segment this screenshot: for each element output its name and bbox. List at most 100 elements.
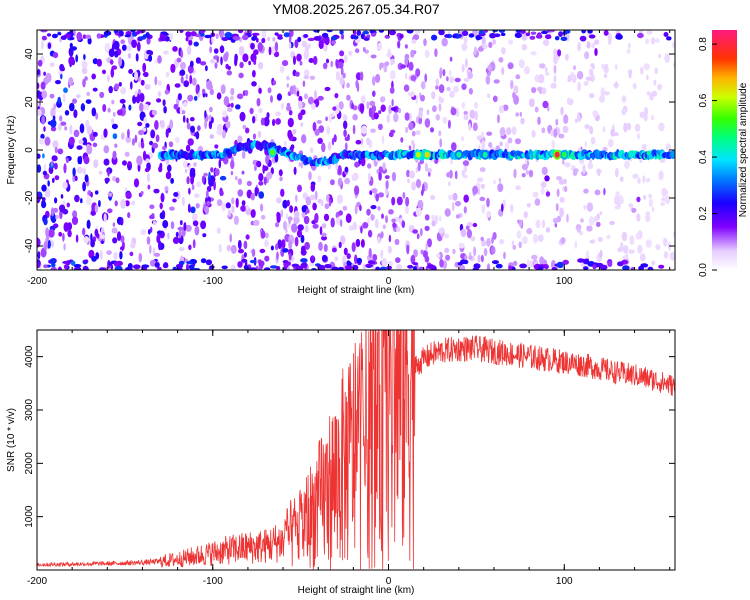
spectrogram-noise-cell (355, 79, 359, 89)
colorbar-ticks: 0.0 0.2 0.4 0.6 0.8 (698, 37, 717, 277)
spectrogram-noise-cell (37, 69, 40, 76)
spectrogram-noise-cell (187, 203, 191, 213)
spectrogram-noise-cell (182, 101, 188, 108)
spectrogram-noise-cell (473, 101, 479, 109)
spectrogram-noise-cell (486, 197, 490, 208)
spectrogram-noise-cell (111, 123, 118, 130)
spectrogram-noise-cell (52, 140, 59, 149)
spectrogram-noise-cell (463, 77, 470, 82)
spectrogram-noise-cell (79, 123, 85, 134)
spectrogram-edge-cell (134, 31, 140, 35)
spectrogram-edge-cell (114, 265, 123, 270)
spectrogram-noise-cell (460, 228, 467, 238)
spectrogram-edge-cell (492, 260, 499, 265)
spectrogram-noise-cell (106, 250, 112, 256)
spectrogram-noise-cell (435, 85, 439, 90)
spectrogram-noise-cell (658, 53, 661, 59)
spectrogram-noise-cell (193, 162, 197, 167)
spectrogram-noise-cell (642, 175, 646, 184)
spectrogram-edge-cell (362, 30, 370, 35)
spectrogram-noise-cell (85, 34, 92, 39)
spectrogram-noise-cell (186, 122, 191, 130)
spectrogram-noise-cell (287, 129, 293, 139)
spectrogram-edge-cell (164, 36, 170, 42)
spectrogram-edge-cell (324, 264, 332, 269)
spectrogram-edge-cell (607, 261, 613, 267)
spectrogram-noise-cell (187, 138, 194, 146)
spectrogram-noise-cell (235, 104, 241, 110)
spectrogram-noise-cell (614, 64, 618, 70)
spectrogram-noise-cell (385, 215, 388, 224)
spectrogram-edge-cell (221, 265, 228, 270)
spectrogram-noise-cell (458, 242, 465, 249)
spectrogram-edge-cell (640, 263, 649, 268)
spectrogram-x-ticks: -200 -100 0 100 (27, 30, 671, 287)
spectrogram-noise-cell (253, 133, 256, 140)
spectrogram-noise-cell (124, 187, 128, 193)
spectrogram-noise-cell (526, 227, 533, 235)
snr-y-ticks: 1000 2000 3000 4000 (24, 345, 675, 528)
spectrogram-edge-cell (200, 32, 205, 37)
spectrogram-noise-cell (121, 44, 127, 51)
spectrogram-noise-cell (44, 136, 51, 146)
spectrogram-edge-cell (238, 30, 244, 34)
spectrogram-noise-cell (540, 187, 545, 195)
spectrogram-noise-cell (360, 138, 364, 146)
spectrogram-edge-cell (175, 263, 184, 269)
spectrogram-noise-cell (40, 247, 47, 258)
spectrogram-noise-cell (149, 259, 157, 267)
spectrogram-noise-cell (94, 190, 99, 195)
spectrogram-edge-cell (663, 32, 669, 37)
spectrogram-noise-cell (567, 74, 572, 83)
spectrogram-noise-cell (242, 53, 249, 63)
spectrogram-noise-cell (640, 66, 644, 75)
spectrogram-noise-cell (479, 167, 486, 173)
spectrogram-noise-cell (237, 261, 243, 268)
spectrogram-noise-cell (303, 215, 310, 225)
spectrogram-noise-cell (499, 127, 506, 137)
spectrogram-noise-cell (434, 214, 438, 224)
spectrogram-noise-cell (400, 64, 406, 69)
spectrogram-noise-cell (264, 255, 270, 262)
spectrogram-noise-cell (72, 98, 77, 104)
spectrogram-noise-cell (499, 141, 503, 147)
spectrogram-edge-cell (321, 32, 329, 39)
spectrogram-noise-cell (301, 134, 307, 144)
spectrogram-noise-cell (368, 107, 373, 118)
spectrogram-noise-cell (468, 255, 473, 260)
spectrogram-noise-cell (401, 220, 406, 228)
spectrogram-noise-cell (238, 45, 245, 56)
spectrogram-noise-cell (159, 202, 163, 210)
spectrogram-noise-cell (521, 163, 529, 171)
spectrogram-noise-cell (72, 210, 78, 219)
spectrogram-noise-cell (320, 199, 324, 207)
spectrogram-noise-cell (342, 205, 348, 211)
spectrogram-noise-cell (80, 103, 86, 112)
spectrogram-noise-cell (283, 220, 287, 231)
spectrogram-noise-cell (624, 160, 630, 169)
x-tick-label: -200 (27, 276, 47, 287)
spectrogram-edge-cell (282, 267, 287, 270)
spectrogram-edge-cell (73, 264, 82, 268)
spectrogram-noise-cell (164, 186, 169, 191)
spectrogram-edge-cell (560, 36, 568, 41)
spectrogram-noise-cell (223, 53, 229, 62)
spectrogram-noise-cell (266, 171, 273, 180)
spectrogram-noise-cell (521, 33, 528, 41)
spectrogram-noise-cell (140, 229, 147, 236)
spectrogram-noise-cell (503, 251, 506, 260)
spectrogram-noise-cell (54, 214, 60, 220)
spectrogram-edge-cell (588, 34, 596, 39)
spectrogram-noise-cell (92, 131, 98, 137)
spectrogram-noise-cell (526, 203, 531, 208)
spectrogram-noise-cell (587, 162, 594, 170)
spectrogram-noise-cell (432, 105, 437, 113)
spectrogram-noise-cell (626, 49, 631, 54)
spectrogram-noise-cell (463, 36, 468, 45)
spectrogram-noise-cell (293, 210, 300, 219)
spectrogram-edge-cell (49, 258, 56, 264)
spectrogram-noise-cell (373, 112, 379, 120)
spectrogram-noise-cell (513, 95, 519, 105)
spectrogram-noise-cell (348, 50, 353, 56)
spectrogram-noise-cell (309, 147, 314, 154)
